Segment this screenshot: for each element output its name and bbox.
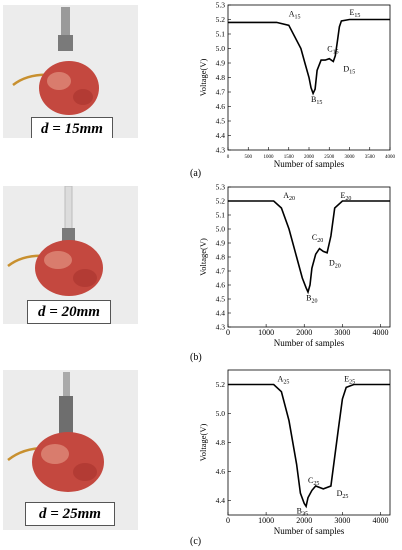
point-annotation: B25 [297, 507, 308, 518]
y-tick-label: 5.0 [216, 409, 226, 418]
y-tick-label: 4.3 [216, 323, 226, 332]
point-annotation: A15 [289, 10, 301, 21]
y-axis-label: Voltage(V) [198, 238, 208, 276]
x-tick-label: 3500 [365, 155, 376, 160]
photo-label-b: d = 20mm [27, 300, 111, 324]
voltage-series-line [228, 200, 390, 295]
point-annotation: D15 [343, 65, 355, 76]
x-tick-label: 0 [226, 516, 230, 525]
y-tick-label: 4.6 [216, 102, 226, 111]
point-annotation: E15 [350, 8, 361, 19]
caption-a: (a) [190, 168, 202, 179]
y-tick-label: 4.8 [216, 253, 226, 262]
y-tick-label: 5.3 [216, 183, 226, 192]
plot-frame [227, 369, 391, 516]
y-tick-label: 4.9 [216, 239, 226, 248]
x-tick-label: 4000 [372, 328, 388, 337]
apple-sensor-image-a [3, 5, 138, 138]
x-tick-label: 2000 [304, 155, 315, 160]
y-tick-label: 5.2 [216, 15, 226, 24]
x-tick-label: 1000 [258, 516, 274, 525]
y-tick-label: 4.4 [216, 309, 226, 318]
y-tick-label: 4.4 [216, 496, 226, 505]
point-annotation: D20 [329, 258, 341, 269]
x-tick-label: 2000 [296, 328, 312, 337]
x-axis-label: Number of samples [274, 338, 345, 348]
y-tick-label: 4.5 [216, 117, 226, 126]
point-annotation: D25 [337, 489, 349, 500]
x-tick-label: 2500 [324, 155, 335, 160]
point-annotation: B15 [311, 95, 322, 106]
y-tick-label: 5.2 [216, 380, 226, 389]
x-tick-label: 500 [245, 155, 253, 160]
y-tick-label: 5.0 [216, 225, 226, 234]
caption-b: (b) [190, 352, 202, 363]
y-tick-label: 4.8 [216, 73, 226, 82]
x-tick-label: 3000 [334, 516, 350, 525]
x-tick-label: 3000 [334, 328, 350, 337]
y-tick-label: 4.6 [216, 281, 226, 290]
point-annotation: E25 [344, 375, 355, 386]
x-tick-label: 2000 [296, 516, 312, 525]
photo-label-a: d = 15mm [31, 117, 113, 138]
y-axis-label: Voltage(V) [198, 424, 208, 462]
apple-photo-a: d = 15mm [3, 5, 138, 138]
apple-sensor-image-c [3, 370, 138, 530]
x-tick-label: 4000 [372, 516, 388, 525]
x-tick-label: 0 [227, 155, 230, 160]
y-tick-label: 4.5 [216, 295, 226, 304]
y-tick-label: 4.8 [216, 438, 226, 447]
y-axis-label: Voltage(V) [198, 59, 208, 97]
voltage-series-line [228, 18, 390, 96]
y-tick-label: 4.9 [216, 59, 226, 68]
x-tick-label: 1500 [284, 155, 295, 160]
voltage-series-line [228, 383, 390, 509]
point-annotation: A25 [278, 375, 290, 386]
x-axis-label: Number of samples [274, 159, 345, 169]
point-annotation: E20 [340, 191, 351, 202]
point-annotation: C20 [312, 233, 323, 244]
x-tick-label: 1000 [258, 328, 274, 337]
point-annotation: B20 [306, 293, 317, 304]
x-tick-label: 3000 [345, 155, 356, 160]
y-tick-label: 5.0 [216, 44, 226, 53]
caption-c: (c) [190, 536, 202, 547]
y-tick-label: 4.7 [216, 267, 226, 276]
point-annotation: C15 [327, 44, 338, 55]
y-tick-label: 5.1 [216, 211, 226, 220]
x-axis-label: Number of samples [274, 526, 345, 536]
y-tick-label: 5.3 [216, 1, 226, 10]
point-annotation: A20 [283, 191, 295, 202]
apple-photo-c: d = 25mm [3, 370, 138, 530]
point-annotation: C25 [308, 476, 319, 487]
y-tick-label: 4.3 [216, 146, 226, 155]
apple-photo-b: d = 20mm [3, 186, 138, 324]
y-tick-label: 5.1 [216, 30, 226, 39]
photo-label-c: d = 25mm [25, 502, 115, 526]
y-tick-label: 4.4 [216, 131, 226, 140]
y-tick-label: 4.6 [216, 467, 226, 476]
y-tick-label: 4.7 [216, 88, 226, 97]
y-tick-label: 5.2 [216, 197, 226, 206]
apple-sensor-image-b [3, 186, 138, 324]
x-tick-label: 0 [226, 328, 230, 337]
x-tick-label: 1000 [264, 155, 275, 160]
x-tick-label: 4000 [385, 155, 396, 160]
